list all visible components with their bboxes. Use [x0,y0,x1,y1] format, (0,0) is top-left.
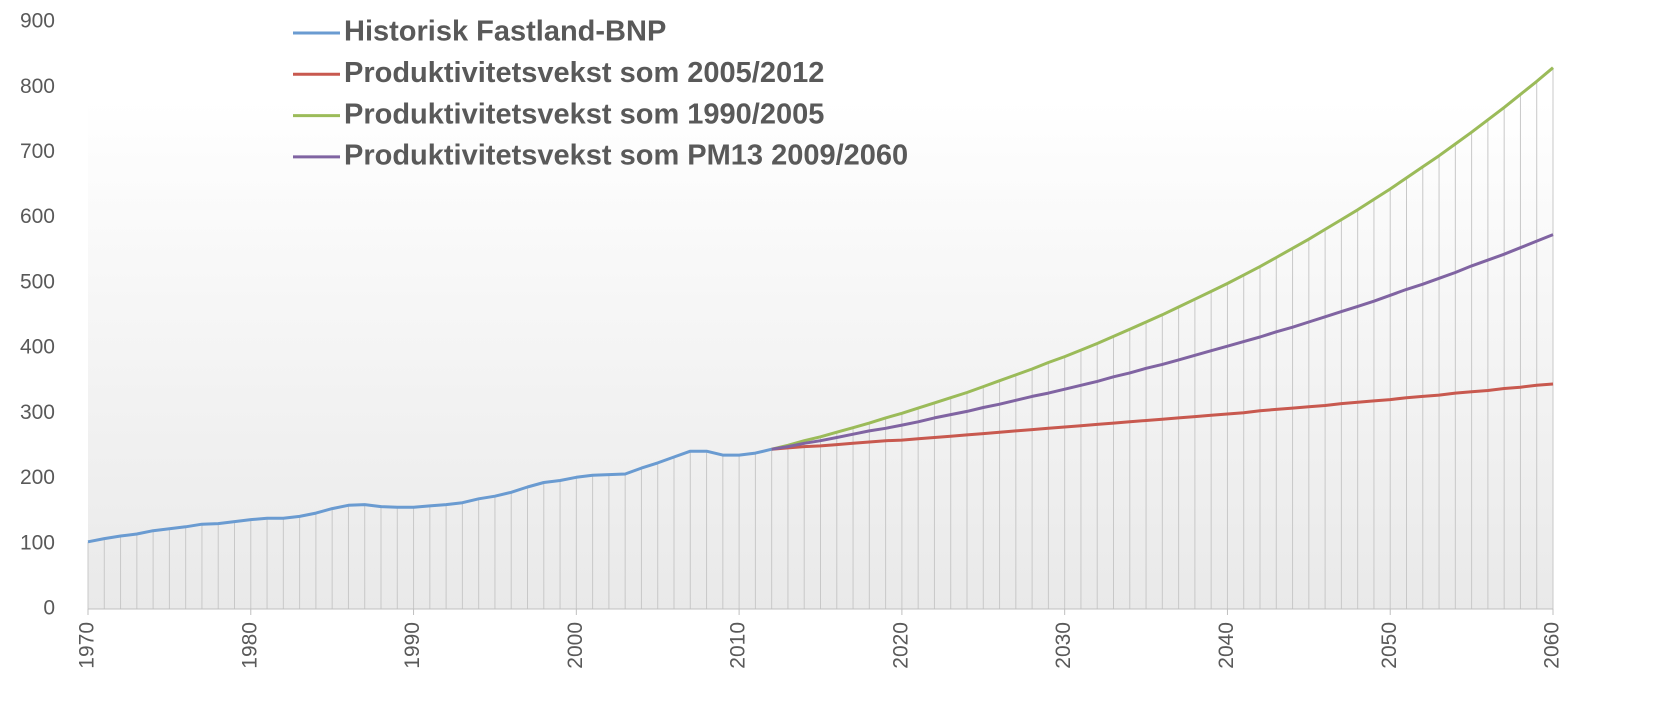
x-tick-label: 2020 [889,622,912,669]
y-tick-label: 700 [20,140,55,163]
series-line [771,233,1554,451]
x-tick-label: 1970 [76,622,99,669]
x-tick-label: 2060 [1541,622,1564,669]
legend-label: Historisk Fastland-BNP [344,16,666,48]
y-tick-label: 100 [20,531,55,554]
x-tick-label: 2000 [564,622,587,669]
y-tick-label: 800 [20,75,55,98]
x-tick-label: 2010 [727,622,750,669]
y-tick-label: 500 [20,270,55,293]
y-tick-label: 400 [20,336,55,359]
series-line [771,66,1554,451]
series-line [771,382,1554,451]
x-tick-label: 1990 [401,622,424,669]
y-tick-label: 200 [20,466,55,489]
x-tick-label: 2030 [1052,622,1075,669]
y-tick-label: 600 [20,205,55,228]
y-tick-label: 0 [43,597,55,620]
y-tick-label: 900 [20,10,55,33]
x-tick-label: 2040 [1215,622,1238,669]
legend-label: Produktivitetsvekst som 2005/2012 [344,57,824,89]
series-line [87,447,773,544]
y-tick-label: 300 [20,401,55,424]
x-tick-label: 1980 [238,622,261,669]
legend-label: Produktivitetsvekst som 1990/2005 [344,98,824,130]
x-tick-label: 2050 [1378,622,1401,669]
legend-label: Produktivitetsvekst som PM13 2009/2060 [344,140,908,172]
